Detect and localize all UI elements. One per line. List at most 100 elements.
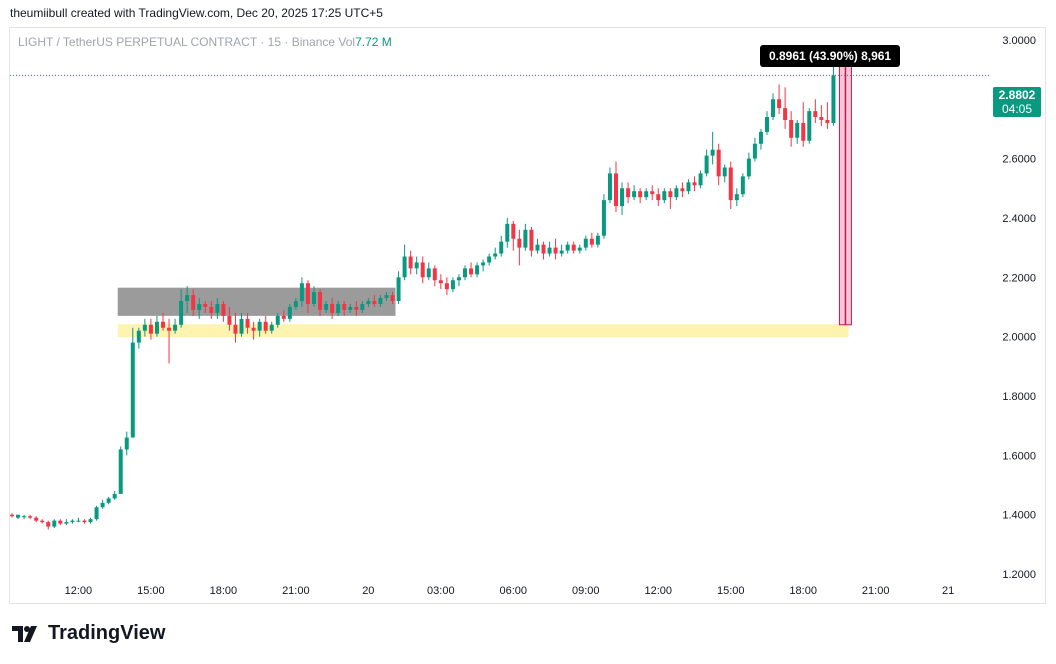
candle-body <box>34 517 39 521</box>
candle-body <box>281 315 286 319</box>
separator: · <box>260 35 265 49</box>
y-tick-label: 2.4000 <box>1002 213 1036 225</box>
candle-body <box>734 194 739 201</box>
last-price-tag: 2.8802 04:05 <box>993 87 1041 117</box>
candle-body <box>251 327 256 331</box>
candle-body <box>456 277 461 281</box>
candle-body <box>789 120 794 138</box>
candle-body <box>795 122 800 138</box>
candle-body <box>70 520 75 523</box>
candle-body <box>52 520 57 527</box>
candle-body <box>553 247 558 254</box>
candle-body <box>360 304 365 310</box>
symbol-legend: LIGHT / TetherUS PERPETUAL CONTRACT · 15… <box>18 35 392 49</box>
candle-body <box>142 324 147 331</box>
candle-body <box>704 155 709 174</box>
candle-body <box>511 223 516 239</box>
candle-body <box>366 301 371 304</box>
candle-body <box>336 304 341 313</box>
candle-body <box>197 304 202 310</box>
y-tick-label: 1.8000 <box>1002 391 1036 403</box>
yellow-zone <box>117 324 849 338</box>
candle-body <box>499 241 504 254</box>
chart-attribution: theumiibull created with TradingView.com… <box>10 6 383 20</box>
candle-body <box>783 108 788 120</box>
candle-body <box>10 514 14 517</box>
candle-body <box>758 131 763 144</box>
candle-body <box>668 191 673 198</box>
candle-body <box>106 498 111 503</box>
candle-body <box>517 238 522 248</box>
candle-body <box>601 200 606 236</box>
candle-body <box>257 321 262 331</box>
candle-body <box>607 173 612 201</box>
candle-body <box>46 522 51 527</box>
candle-body <box>583 238 588 248</box>
candle-body <box>746 158 751 177</box>
candle-body <box>305 283 310 304</box>
x-tick-label: 12:00 <box>65 585 93 597</box>
candle-body <box>269 324 274 331</box>
interval[interactable]: 15 <box>267 35 281 49</box>
symbol-name[interactable]: LIGHT / TetherUS PERPETUAL CONTRACT <box>18 35 257 49</box>
candle-body <box>541 244 546 254</box>
candle-body <box>118 449 123 494</box>
candle-body <box>390 295 395 302</box>
candle-body <box>179 301 184 325</box>
candle-body <box>40 520 45 523</box>
candle-body <box>426 268 431 278</box>
candle-body <box>547 247 552 254</box>
x-tick-label: 20 <box>362 585 374 597</box>
candle-body <box>438 280 443 284</box>
candle-body <box>487 256 492 263</box>
candle-body <box>330 304 335 313</box>
candle-body <box>209 306 214 313</box>
logo-text: TradingView <box>48 622 166 644</box>
candle-body <box>64 522 69 524</box>
candle-body <box>185 295 190 302</box>
candle-body <box>22 516 27 518</box>
candle-body <box>263 321 268 331</box>
candle-body <box>680 188 685 192</box>
candle-body <box>620 188 625 207</box>
candle-body <box>728 167 733 201</box>
candle-body <box>535 244 540 251</box>
exchange: Binance <box>291 35 336 49</box>
candle-body <box>523 229 528 248</box>
candle-body <box>450 280 455 290</box>
candle-body <box>626 188 631 198</box>
tradingview-logo[interactable]: TradingView <box>12 622 165 645</box>
candle-body <box>686 182 691 192</box>
candle-body <box>173 324 178 331</box>
candle-body <box>819 117 824 120</box>
candle-body <box>124 437 129 450</box>
candle-body <box>203 304 208 307</box>
candle-body <box>740 176 745 195</box>
y-tick-label: 2.0000 <box>1002 332 1036 344</box>
candle-body <box>82 520 87 523</box>
x-tick-label: 03:00 <box>427 585 455 597</box>
candle-body <box>722 167 727 177</box>
x-tick-label: 21 <box>942 585 954 597</box>
candle-body <box>154 321 159 334</box>
y-tick-label: 2.2000 <box>1002 272 1036 284</box>
candle-body <box>384 295 389 299</box>
x-tick-label: 09:00 <box>572 585 600 597</box>
x-tick-label: 12:00 <box>644 585 672 597</box>
candle-body <box>831 75 836 123</box>
candle-body <box>318 292 323 310</box>
y-tick-label: 1.4000 <box>1002 510 1036 522</box>
y-tick-label: 3.0000 <box>1002 35 1036 47</box>
candle-body <box>565 244 570 251</box>
x-tick-label: 18:00 <box>210 585 238 597</box>
candle-body <box>16 514 21 518</box>
candle-body <box>589 238 594 245</box>
candle-body <box>161 321 165 328</box>
candle-body <box>130 342 135 438</box>
tradingview-logo-icon <box>12 625 37 642</box>
candle-body <box>402 256 407 278</box>
candle-body <box>577 247 582 251</box>
y-tick-label: 1.6000 <box>1002 450 1036 462</box>
candle-body <box>475 265 480 275</box>
